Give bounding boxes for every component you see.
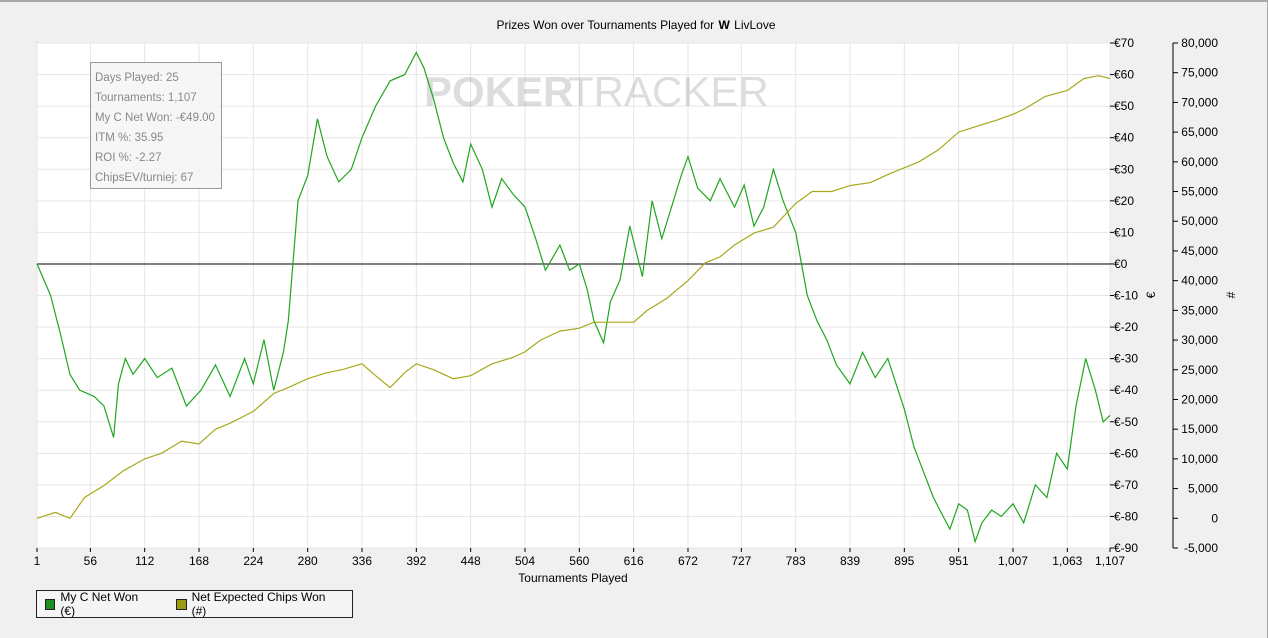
y-left-tick-label-11: €-40 [1114,383,1138,397]
y-left-tick-label-3: €40 [1114,131,1134,145]
legend-item-net-won[interactable]: My C Net Won (€) [45,590,150,618]
x-tick-label-4: 224 [243,554,263,568]
y-right-tick-label-9: 35,000 [1181,303,1218,317]
x-tick-label-18: 1,007 [998,554,1028,568]
x-tick-label-16: 895 [894,554,914,568]
y-left-tick-label-13: €-60 [1114,446,1138,460]
pokertracker-watermark: POKER TRACKER [424,68,769,115]
x-tick-label-3: 168 [189,554,209,568]
y-left-tick-label-15: €-80 [1114,509,1138,523]
player-logo-icon: W [718,18,730,32]
y-right-axis-unit: # [1224,291,1238,298]
y-right-tick-label-4: 60,000 [1181,155,1218,169]
x-tick-label-6: 336 [352,554,372,568]
watermark-tracker: TRACKER [568,68,769,115]
y-left-tick-label-5: €20 [1114,194,1134,208]
x-tick-label-14: 783 [786,554,806,568]
window-top-border [0,0,1268,2]
y-right-tick-label-5: 55,000 [1181,185,1218,199]
x-axis-label: Tournaments Played [518,571,627,585]
legend-swatch-expected-chips [176,598,187,610]
x-tick-label-9: 504 [515,554,535,568]
x-tick-label-0: 1 [34,554,41,568]
y-left-tick-label-1: €60 [1114,68,1134,82]
y-left-axis-unit: € [1144,291,1158,298]
y-left-tick-label-10: €-30 [1114,352,1138,366]
y-right-tick-label-13: 15,000 [1181,422,1218,436]
stat-net-won: My C Net Won: -€49.00 [95,112,215,124]
x-axis-ticks: 1 56 112 168 224 280 336 392 448 504 560 616 672 727 7… [34,548,1125,568]
stat-tournaments: Tournaments: 1,107 [95,92,197,104]
stats-infobox: Days Played: 25 Tournaments: 1,107 My C … [90,62,222,189]
x-tick-label-5: 280 [298,554,318,568]
y-left-tick-label-12: €-50 [1114,415,1138,429]
x-tick-label-15: 839 [840,554,860,568]
y-right-tick-label-16: 0 [1211,511,1218,525]
y-left-tick-label-16: €-90 [1114,541,1138,555]
series-line-net-won [36,51,1111,544]
legend-label-expected-chips: Net Expected Chips Won (#) [191,590,326,618]
y-right-tick-label-15: 5,000 [1188,482,1218,496]
x-tick-label-1: 56 [84,554,98,568]
chart-title: Prizes Won over Tournaments Played for W… [496,18,776,32]
player-name: LivLove [734,18,776,32]
y-right-tick-label-14: 10,000 [1181,452,1218,466]
y-right-tick-label-7: 45,000 [1181,244,1218,258]
legend-swatch-net-won [45,598,56,610]
y-left-tick-label-2: €50 [1114,99,1134,113]
y-left-tick-label-14: €-70 [1114,478,1138,492]
legend-item-expected-chips[interactable]: Net Expected Chips Won (#) [176,590,334,618]
y-right-tick-label-0: 80,000 [1181,36,1218,50]
y-left-tick-label-7: €0 [1114,257,1128,271]
y-right-tick-label-3: 65,000 [1181,125,1218,139]
series-line-expected-chips [36,75,1111,520]
x-tick-label-20: 1,107 [1095,554,1125,568]
y-right-tick-label-1: 75,000 [1181,66,1218,80]
legend-label-net-won: My C Net Won (€) [60,590,139,618]
x-tick-label-10: 560 [569,554,589,568]
y-right-tick-label-12: 20,000 [1181,392,1218,406]
x-tick-label-19: 1,063 [1052,554,1082,568]
y-left-tick-label-0: €70 [1114,36,1134,50]
y-right-tick-label-8: 40,000 [1181,274,1218,288]
x-tick-label-7: 392 [406,554,426,568]
x-tick-label-13: 727 [731,554,751,568]
x-tick-label-2: 112 [135,554,154,568]
stat-days-played: Days Played: 25 [95,72,179,84]
y-left-tick-label-4: €30 [1114,162,1134,176]
y-right-tick-label-2: 70,000 [1181,95,1218,109]
y-right-tick-label-17: -5,000 [1184,541,1218,555]
x-tick-label-8: 448 [461,554,481,568]
y-left-tick-label-9: €-20 [1114,320,1138,334]
y-right-tick-label-11: 25,000 [1181,363,1218,377]
y-left-tick-label-6: €10 [1114,225,1134,239]
y-left-tick-label-8: €-10 [1114,289,1138,303]
x-tick-label-11: 616 [624,554,644,568]
chart-title-text: Prizes Won over Tournaments Played for [496,18,714,32]
x-tick-label-12: 672 [678,554,698,568]
y-right-axis-ticks: 80,000 75,000 70,000 65,000 60,000 55,000 50,0… [1172,36,1218,555]
x-tick-label-17: 951 [949,554,969,568]
stat-itm: ITM %: 35.95 [95,132,164,144]
watermark-poker: POKER [424,68,573,115]
stat-chipsev: ChipsEV/turniej: 67 [95,172,194,184]
chart-legend: My C Net Won (€) Net Expected Chips Won … [36,590,353,618]
y-right-tick-label-10: 30,000 [1181,333,1218,347]
player-logo-letter: W [718,18,730,32]
y-right-tick-label-6: 50,000 [1181,214,1218,228]
y-left-axis-ticks: €70 €60 €50 €40 €30 €20 €10 €0 €-10 €-20 €-30 €-40 €… [1110,36,1138,555]
stat-roi: ROI %: -2.27 [95,152,162,164]
